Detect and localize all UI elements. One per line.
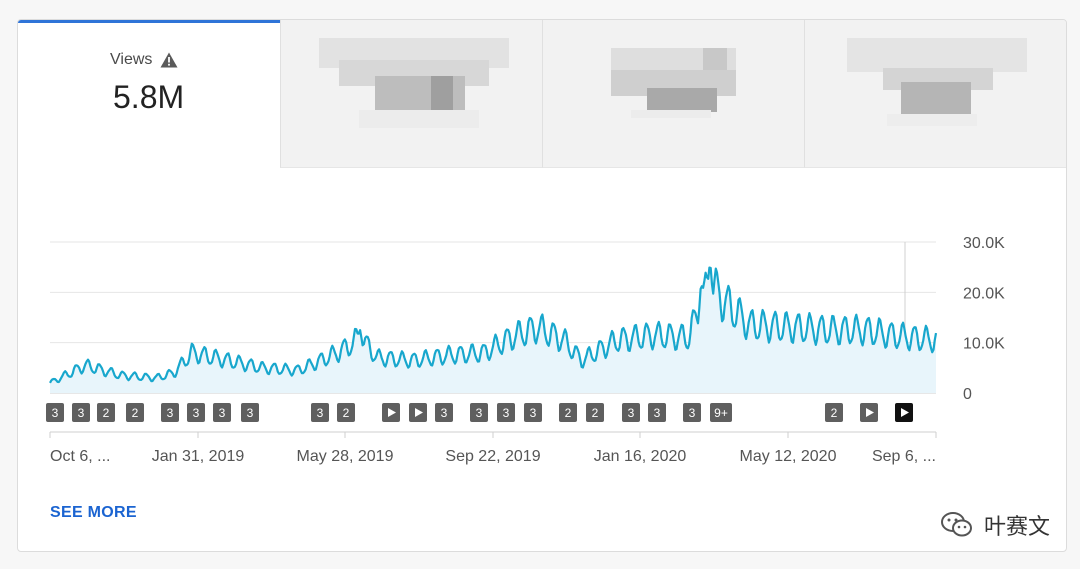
video-marker-count: 9+	[714, 406, 728, 420]
play-icon	[415, 408, 423, 417]
x-tick-label: Sep 22, 2019	[445, 448, 540, 465]
video-marker-count: 2	[103, 406, 110, 420]
video-marker	[586, 403, 604, 422]
video-marker	[435, 403, 453, 422]
video-marker-count: 3	[503, 406, 510, 420]
x-tick-label: Oct 6, ...	[50, 448, 110, 465]
area-fill	[50, 267, 936, 393]
video-marker-count: 3	[167, 406, 174, 420]
views-label: Views	[110, 51, 153, 68]
video-marker-count: 3	[247, 406, 254, 420]
video-marker	[470, 403, 488, 422]
y-tick-label: 0	[963, 386, 972, 403]
tab-views[interactable]: Views 5.8M	[18, 20, 280, 168]
tab-metric-4[interactable]	[804, 20, 1066, 168]
play-icon	[866, 408, 874, 417]
blurred-metric-4	[847, 38, 1027, 126]
video-marker	[161, 403, 179, 422]
play-icon	[901, 408, 909, 417]
views-value: 5.8M	[113, 79, 185, 115]
video-marker	[683, 403, 701, 422]
x-tick-label: May 12, 2020	[740, 448, 837, 465]
y-tick-label: 30.0K	[963, 235, 1005, 252]
video-marker-count: 2	[343, 406, 350, 420]
tab-metric-3[interactable]	[542, 20, 804, 168]
video-marker-count: 3	[317, 406, 324, 420]
video-marker-count: 3	[52, 406, 59, 420]
video-marker-count: 3	[689, 406, 696, 420]
blurred-metric-2	[319, 38, 509, 128]
y-tick-label: 10.0K	[963, 336, 1005, 353]
video-marker	[337, 403, 355, 422]
x-tick-label: Sep 6, ...	[872, 448, 936, 465]
video-marker	[648, 403, 666, 422]
watermark-text: 叶赛文	[983, 514, 1050, 539]
video-marker-count: 3	[441, 406, 448, 420]
video-marker-count: 2	[565, 406, 572, 420]
watermark: 叶赛文	[940, 509, 1050, 541]
video-marker-count: 3	[219, 406, 226, 420]
video-marker-count: 2	[592, 406, 599, 420]
blurred-metric-3	[611, 48, 736, 118]
video-marker	[46, 403, 64, 422]
video-marker	[524, 403, 542, 422]
video-marker	[622, 403, 640, 422]
video-marker	[213, 403, 231, 422]
x-tick-label: Jan 31, 2019	[152, 448, 245, 465]
video-marker	[97, 403, 115, 422]
video-marker-count: 3	[628, 406, 635, 420]
analytics-card: Views 5.8M	[17, 19, 1067, 552]
video-marker-count: 3	[476, 406, 483, 420]
video-marker	[126, 403, 144, 422]
video-marker-count: 3	[78, 406, 85, 420]
x-tick-label: May 28, 2019	[297, 448, 394, 465]
views-series-line	[49, 266, 938, 384]
video-marker	[241, 403, 259, 422]
views-label-row: Views	[110, 51, 178, 69]
video-marker	[559, 403, 577, 422]
warning-triangle-icon[interactable]	[160, 52, 178, 68]
x-tick-label: Jan 16, 2020	[594, 448, 687, 465]
wechat-icon	[940, 512, 972, 537]
play-icon	[388, 408, 396, 417]
video-marker	[497, 403, 515, 422]
tab-metric-2[interactable]	[280, 20, 542, 168]
metric-tabs: Views 5.8M	[18, 20, 1066, 168]
video-marker-count: 3	[654, 406, 661, 420]
see-more-link[interactable]: SEE MORE	[50, 504, 137, 521]
views-area-chart: 30.0K 20.0K 10.0K 0 3 3 2 2 3 3 3 3 3 2 3 3 3 3 2 2 3 3 3 9+ 2 Oc…	[46, 235, 1005, 465]
video-marker-count: 3	[193, 406, 200, 420]
video-marker-count: 2	[831, 406, 838, 420]
video-marker	[710, 403, 732, 422]
video-marker-count: 3	[530, 406, 537, 420]
video-marker	[311, 403, 329, 422]
video-marker	[187, 403, 205, 422]
video-marker	[72, 403, 90, 422]
video-marker-count: 2	[132, 406, 139, 420]
y-tick-label: 20.0K	[963, 285, 1005, 302]
video-marker	[825, 403, 843, 422]
